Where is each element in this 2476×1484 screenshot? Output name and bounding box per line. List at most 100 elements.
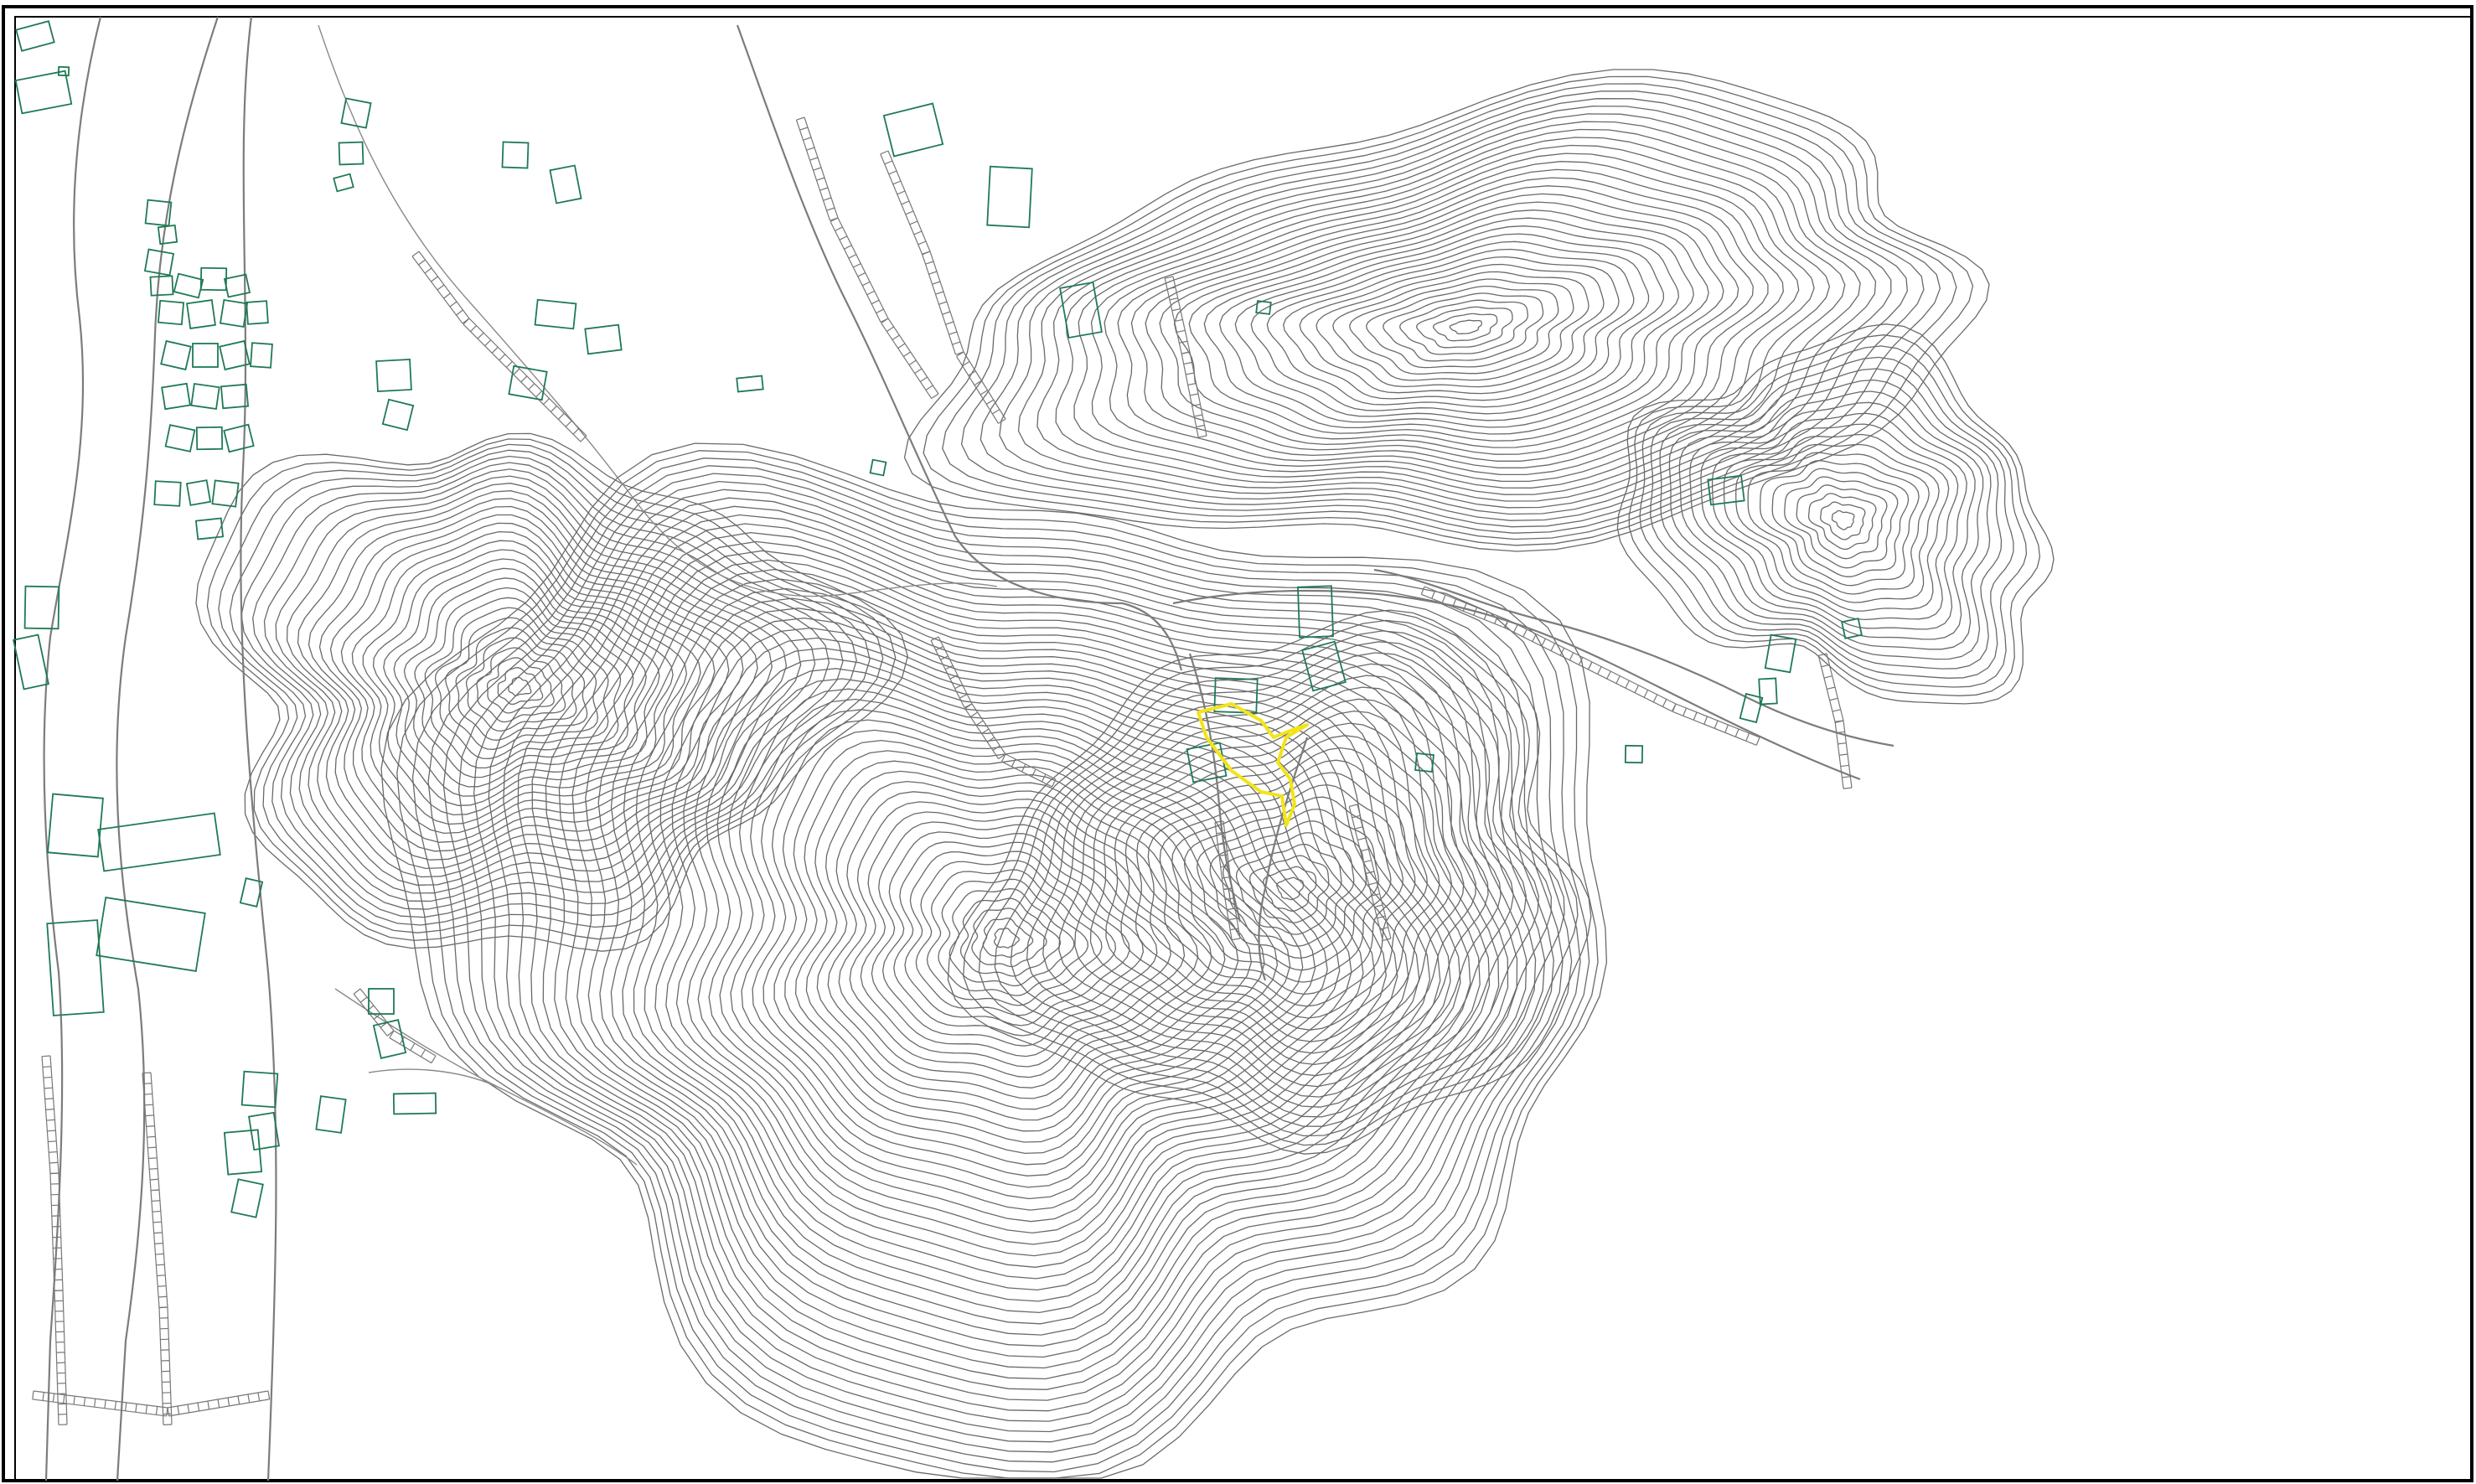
terrace-hatch (94, 1399, 96, 1408)
terrace-hatch (353, 988, 361, 995)
terrace-hatch (944, 664, 954, 670)
contour-line (1055, 128, 1861, 502)
contour-lines (195, 69, 2055, 1479)
contour-line (1135, 747, 1440, 1031)
terrace-hatch (848, 254, 857, 259)
contour-line (730, 688, 1341, 1200)
building-footprint (230, 1178, 264, 1218)
contour-line (1117, 161, 1800, 476)
building-footprint (1764, 633, 1797, 674)
terrace-hatch (987, 737, 995, 743)
contour-line (403, 577, 647, 788)
contour-line (351, 530, 716, 835)
terrace-hatch (830, 217, 839, 223)
terrace-hatch (46, 1119, 55, 1121)
terrace-hatch (373, 1013, 381, 1020)
road-south-loop (368, 1068, 504, 1090)
terrace-hatch (389, 1030, 395, 1038)
building-footprint (372, 1019, 407, 1059)
building-footprint (501, 141, 530, 169)
terrace-hatch (1166, 287, 1176, 290)
building-footprint (223, 423, 255, 453)
terrace-hatch (992, 745, 1000, 752)
terrace-hatch (1625, 680, 1630, 689)
terrace-hatch (816, 177, 825, 181)
terrace-hatch (557, 412, 565, 420)
building-footprint (14, 70, 73, 115)
terrace-hatch (47, 1130, 56, 1132)
contour-line (752, 709, 1316, 1176)
terrace-edge (1001, 753, 1057, 788)
contour-line (445, 617, 599, 750)
terrace-hatch (150, 1178, 159, 1181)
terrace-hatch (1196, 424, 1205, 428)
terrace-hatch (1225, 897, 1234, 901)
contour-line (1058, 686, 1502, 1088)
terrace-hatch (1379, 927, 1388, 930)
building-footprint (190, 383, 220, 410)
building-footprint (1841, 618, 1863, 639)
building-footprint (1301, 640, 1347, 692)
contour-line (622, 587, 1451, 1314)
contour-line (1209, 820, 1367, 959)
terrace-hatch (124, 1402, 127, 1411)
contour-line (1248, 855, 1330, 923)
terrace-hatch (940, 655, 949, 660)
terrace-hatch (1532, 633, 1537, 642)
terrace-hatch (1420, 586, 1425, 595)
contour-line (1276, 876, 1305, 901)
terrace-hatch (974, 380, 982, 386)
terrace-hatch (809, 157, 819, 161)
road-east-hill (1172, 589, 1861, 781)
building-footprint (157, 224, 178, 246)
contour-line (340, 522, 730, 843)
terrace-hatch (992, 409, 1000, 415)
terrace-edge (930, 636, 973, 708)
terrace-hatch (513, 368, 520, 375)
terrace-hatch (505, 361, 513, 368)
terrace-hatch (1198, 435, 1207, 438)
building-footprint (1624, 744, 1644, 764)
terrace-hatch (550, 406, 557, 412)
contour-line (252, 462, 844, 910)
terrace-hatch (147, 1146, 157, 1149)
terrace-hatch (796, 116, 805, 121)
building-footprint (97, 812, 221, 872)
terrace-hatch (970, 711, 978, 718)
contour-line (318, 505, 758, 861)
contour-line (1678, 390, 1984, 650)
contour-line (1383, 292, 1544, 362)
building-footprint (1739, 692, 1764, 724)
contour-line (633, 597, 1441, 1302)
terrace-hatch (892, 180, 902, 185)
contour-line (1090, 144, 1831, 489)
terrace-hatch (901, 200, 910, 205)
terrace-hatch (975, 720, 984, 726)
terrace-hatch (1513, 624, 1518, 633)
terrace-hatch (935, 291, 944, 295)
contour-line (1689, 401, 1976, 640)
building-footprint (186, 299, 216, 329)
terrace-hatch (853, 263, 861, 268)
terrace-hatch (1634, 685, 1640, 693)
contour-line (719, 678, 1352, 1211)
terrace-hatch (177, 1405, 180, 1414)
terrace-hatch (520, 375, 528, 383)
terrace-hatch (187, 1404, 190, 1413)
terrace-edge (830, 217, 889, 323)
terrace-hatch (155, 1406, 158, 1415)
terrace-hatch (42, 1066, 51, 1068)
terrace-hatch (491, 346, 499, 354)
terrace-hatch (932, 281, 941, 285)
building-footprint (46, 919, 105, 1016)
contour-line (486, 657, 555, 714)
terrace-hatch (925, 261, 934, 265)
contour-line (881, 831, 1158, 1047)
contour-line (938, 878, 1089, 996)
contour-line (1171, 783, 1403, 995)
road-east-spur (1373, 568, 1894, 747)
terrace-hatch (1011, 758, 1016, 768)
building-footprint (160, 339, 192, 371)
terrace-hatch (147, 1135, 156, 1138)
